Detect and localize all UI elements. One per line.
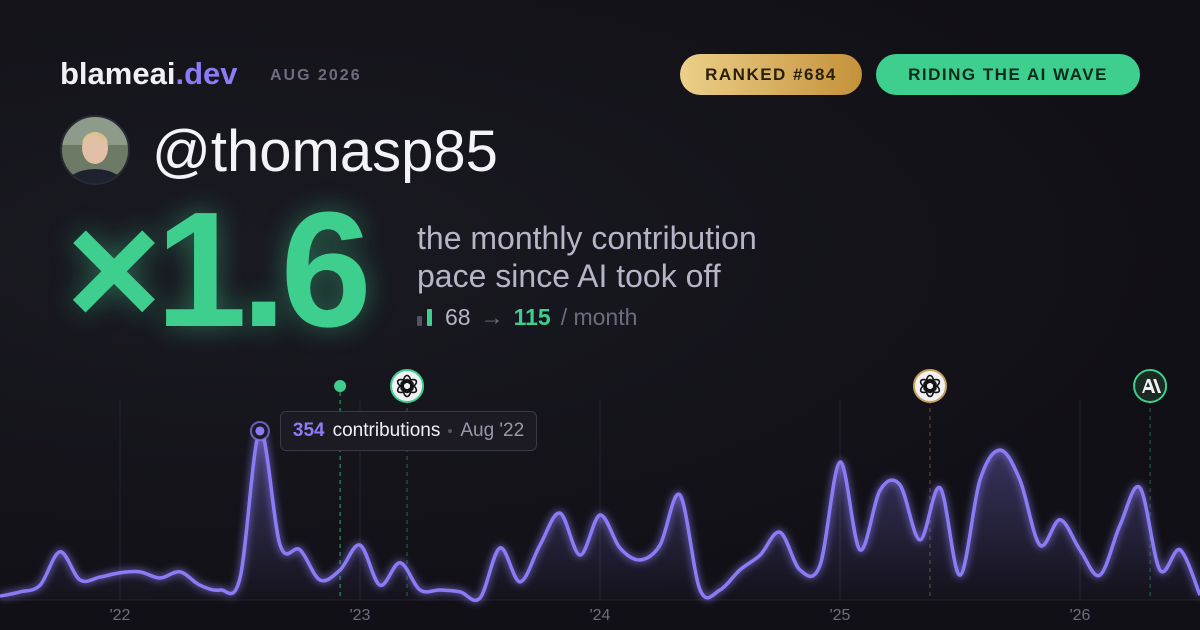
peak-dot xyxy=(255,426,265,436)
logo-petal xyxy=(396,378,414,392)
event-badge xyxy=(390,369,425,403)
tooltip-unit: contributions xyxy=(332,419,441,441)
status-badge: RIDING THE AI WAVE xyxy=(876,54,1140,95)
tooltip: 354 contributions Aug '22 xyxy=(279,410,538,451)
brand-name: blameai xyxy=(60,56,176,91)
event-icon xyxy=(390,369,425,403)
handle: @thomasp85 xyxy=(152,119,498,184)
line xyxy=(0,429,1200,603)
separator xyxy=(448,428,453,433)
tooltip-value: 354 xyxy=(292,419,325,441)
stats: 68 → 115 / month xyxy=(417,304,637,331)
multiplier: ×1.6 xyxy=(66,178,372,361)
x-tick-label: '25 xyxy=(830,607,851,624)
brand-suffix: .dev xyxy=(175,56,238,91)
tooltip-date: Aug '22 xyxy=(460,419,525,441)
stat-before: 68 xyxy=(445,304,471,330)
logo-petal xyxy=(919,378,937,392)
logo-mark xyxy=(1142,379,1162,393)
rank-badge: RANKED #684 xyxy=(680,54,862,95)
x-tick-label: '22 xyxy=(110,607,131,624)
date: AUG 2026 xyxy=(270,67,362,84)
event-dot xyxy=(334,380,347,392)
brand: blameai.dev xyxy=(60,56,237,92)
stat-after: 115 xyxy=(513,304,551,330)
stats-icon xyxy=(417,308,432,326)
event-badge xyxy=(913,369,947,403)
avatar xyxy=(60,115,130,185)
event-icon xyxy=(913,369,947,403)
event-icon xyxy=(1133,369,1168,403)
headline-text: the monthly contribution pace since AI t… xyxy=(417,219,757,295)
stat-unit: / month xyxy=(560,304,638,330)
headline-line: pace since AI took off xyxy=(417,258,721,294)
stat-arrow: → xyxy=(480,304,504,330)
x-tick-label: '23 xyxy=(350,607,371,624)
x-tick-label: '24 xyxy=(590,607,611,624)
x-tick-label: '26 xyxy=(1070,607,1091,624)
headline-line: the monthly contribution xyxy=(417,220,757,256)
